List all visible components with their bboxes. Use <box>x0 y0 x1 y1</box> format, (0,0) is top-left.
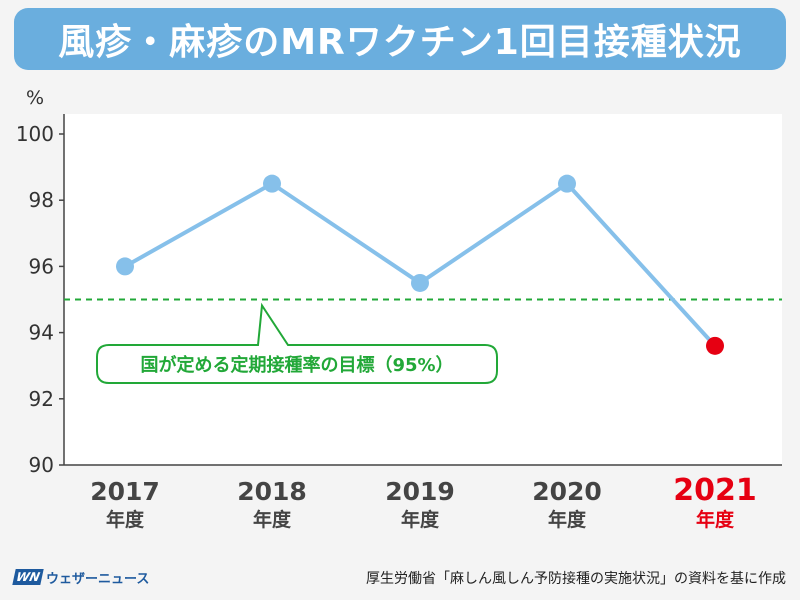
x-tick-sublabel: 年度 <box>548 508 587 531</box>
x-tick-label: 2021 <box>673 473 757 508</box>
source-note: 厚生労働省「麻しん風しん予防接種の実施状況」の資料を基に作成 <box>366 571 786 587</box>
x-tick-sublabel: 年度 <box>696 508 735 531</box>
logo-text: ウェザーニュース <box>46 571 150 587</box>
y-tick-label: 90 <box>29 453 54 477</box>
logo-mark: WN <box>12 569 44 585</box>
data-point <box>116 257 134 276</box>
x-tick-sublabel: 年度 <box>106 508 145 531</box>
chart-title: 風疹・麻疹のMRワクチン1回目接種状況 <box>14 8 786 70</box>
data-point <box>706 336 724 355</box>
weathernews-logo: WN ウェザーニュース <box>12 566 150 588</box>
x-tick-label: 2017 <box>90 477 160 506</box>
y-tick-label: 98 <box>29 188 54 212</box>
target-callout <box>96 302 498 384</box>
x-tick-sublabel: 年度 <box>401 508 440 531</box>
x-tick-label: 2020 <box>532 477 602 506</box>
data-point <box>411 273 429 292</box>
y-axis-unit: % <box>26 87 44 109</box>
x-tick-label: 2019 <box>385 477 455 506</box>
y-tick-label: 96 <box>29 254 54 278</box>
x-tick-label: 2018 <box>237 477 307 506</box>
y-tick-label: 100 <box>16 122 54 146</box>
y-tick-label: 94 <box>29 321 54 345</box>
data-point <box>558 174 576 193</box>
x-tick-sublabel: 年度 <box>253 508 292 531</box>
data-point <box>263 174 281 193</box>
target-label: 国が定める定期接種率の目標（95%） <box>140 354 453 376</box>
y-tick-label: 92 <box>29 387 54 411</box>
